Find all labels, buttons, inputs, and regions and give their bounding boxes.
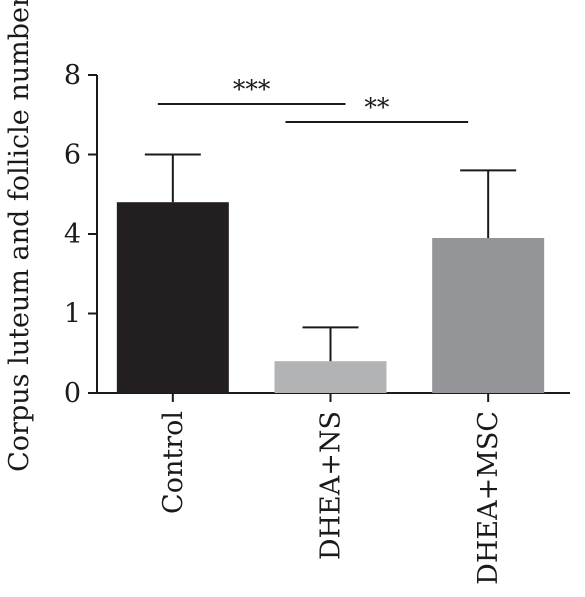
- category-label: DHEA+NS: [316, 411, 347, 560]
- error-bars: [144, 153, 517, 362]
- y-axis-label: Corpus luteum and follicle number: [4, 0, 35, 472]
- category-label: Control: [158, 411, 189, 514]
- significance-label: ***: [233, 75, 271, 104]
- y-ticks: 0 1 4 6 8: [64, 60, 490, 409]
- bar: [432, 237, 545, 393]
- category-label: DHEA+MSC: [473, 411, 504, 585]
- y-tick-label: 6: [64, 140, 81, 171]
- bars: [116, 202, 545, 393]
- bar: [116, 202, 229, 393]
- y-tick-label: 8: [64, 60, 81, 91]
- y-tick-label: 0: [64, 378, 81, 409]
- significance-brackets: *****: [157, 75, 469, 123]
- significance-label: **: [364, 93, 390, 122]
- bar: [274, 361, 387, 393]
- y-tick-label: 4: [64, 219, 81, 250]
- category-labels: Control DHEA+NS DHEA+MSC: [158, 411, 504, 585]
- y-tick-label: 1: [64, 299, 81, 330]
